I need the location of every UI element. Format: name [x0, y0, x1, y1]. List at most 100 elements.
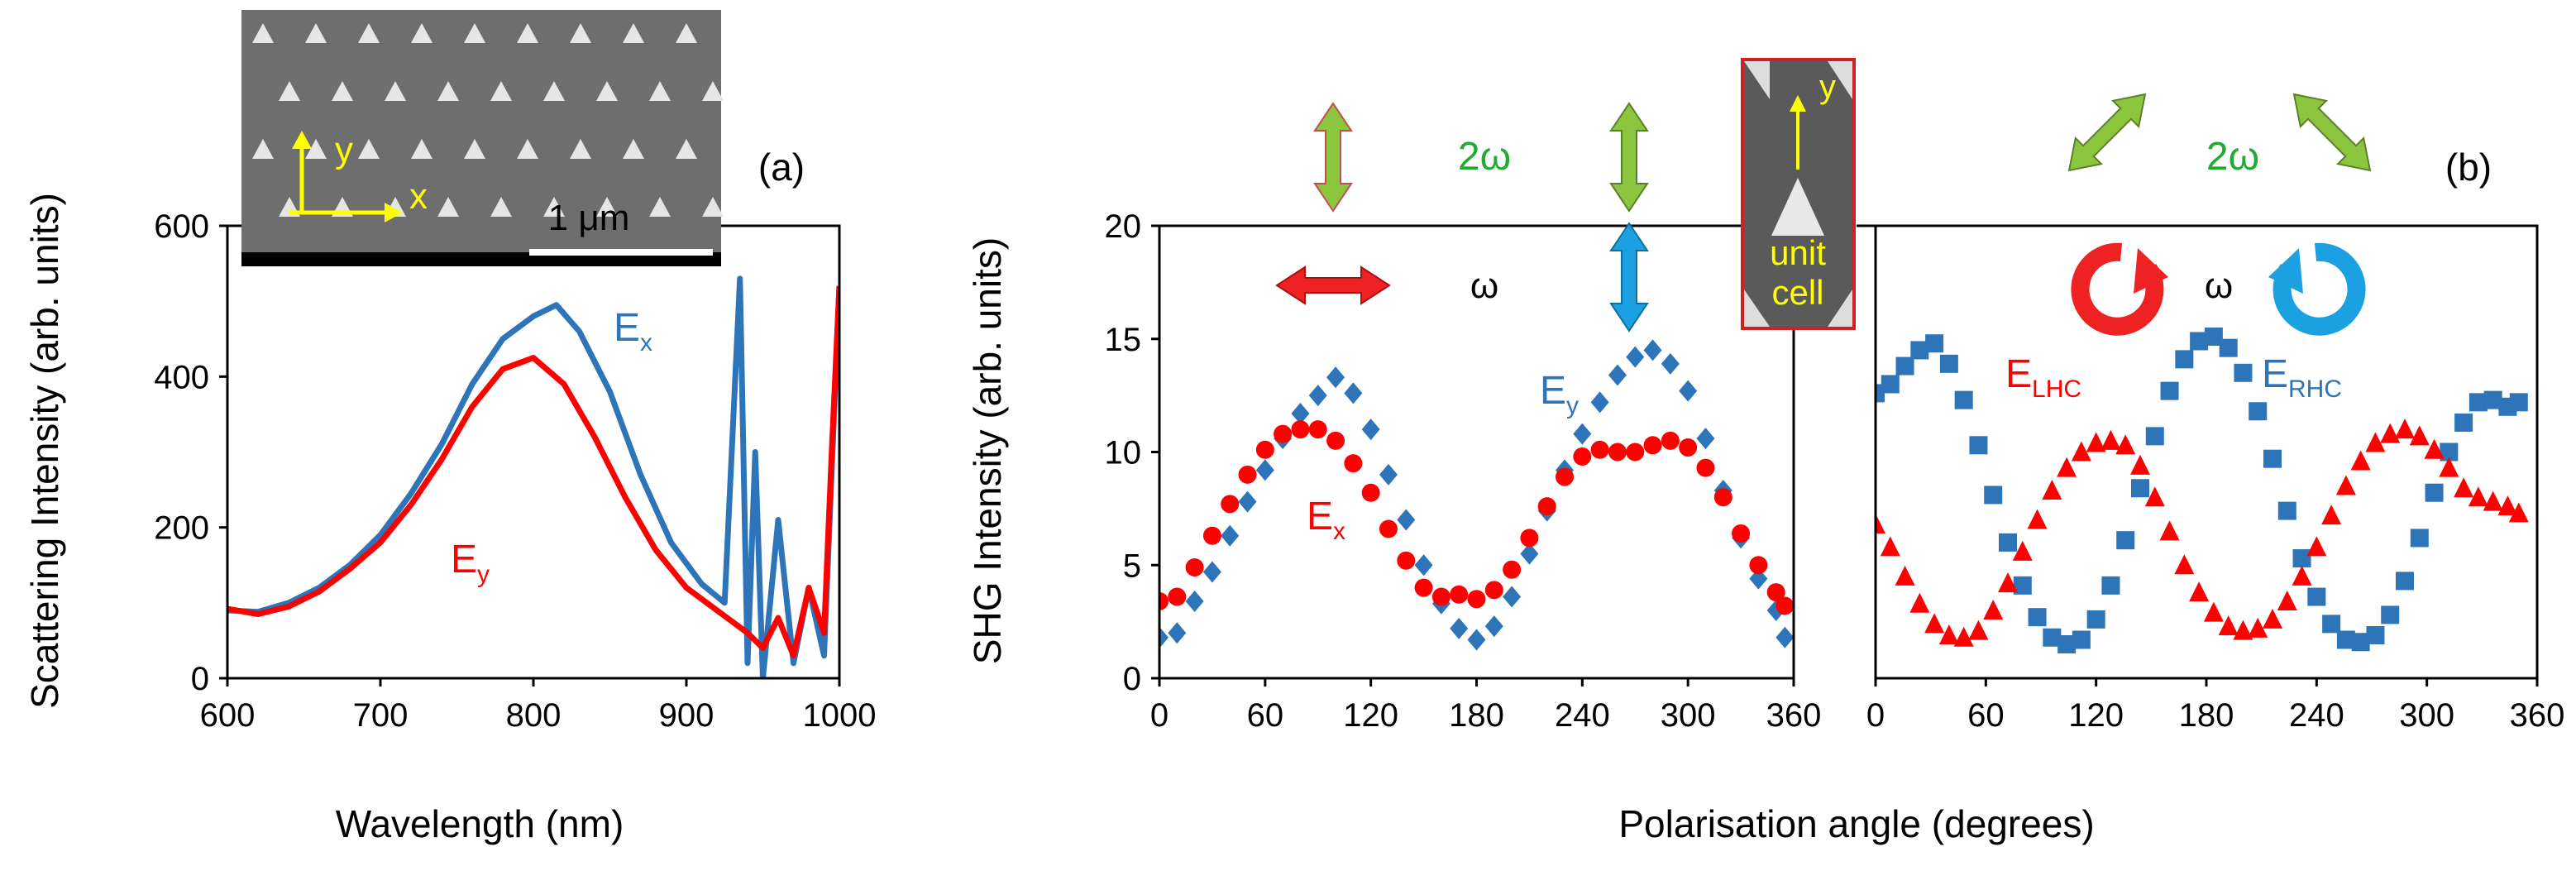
panel-a-xtick-label: 600	[200, 697, 256, 734]
panel-b-left-ytick-label: 5	[1123, 548, 1141, 584]
data-point-ex	[1361, 483, 1380, 502]
data-point-ex	[1590, 440, 1609, 459]
series-line-ey	[227, 285, 839, 659]
data-point-erhc	[2043, 628, 2062, 647]
data-point-erhc	[2336, 630, 2355, 649]
svg-text:Ey: Ey	[451, 538, 490, 588]
unit-cell-inset: y unit cell	[1741, 58, 1856, 330]
data-point-ey	[1467, 629, 1486, 651]
panel-b-ylabel: SHG Intensity (arb. units)	[966, 237, 1009, 664]
svg-text:ERHC: ERHC	[2262, 352, 2342, 403]
data-point-ex	[1573, 447, 1592, 466]
panel-a-ytick-label: 400	[154, 359, 209, 395]
inset-y-label: y	[335, 130, 353, 170]
data-point-ex	[1537, 497, 1556, 516]
data-point-elhc	[2454, 477, 2474, 498]
data-point-ey	[1450, 617, 1469, 639]
panel-b-right-xtick-label: 240	[2289, 697, 2344, 734]
data-point-elhc	[1876, 514, 1885, 534]
data-point-elhc	[1938, 624, 1959, 645]
data-point-erhc	[2277, 501, 2296, 520]
data-point-ey	[1168, 622, 1187, 644]
data-point-ex	[1749, 556, 1768, 575]
panel-b-left-xtick-label: 240	[1555, 697, 1610, 734]
sem-background	[241, 10, 721, 265]
data-point-erhc	[2307, 587, 2326, 606]
svg-text:Ey: Ey	[1540, 369, 1579, 419]
data-point-erhc	[2292, 549, 2311, 568]
legend-label-erhc: ERHC	[2262, 352, 2342, 403]
data-point-ey	[1291, 403, 1310, 425]
data-point-elhc	[2218, 615, 2239, 636]
data-point-ex	[1379, 519, 1398, 538]
panel-b-left-ytick-label: 10	[1105, 435, 1142, 471]
sem-nanotriangle	[596, 197, 618, 217]
data-point-elhc	[2508, 502, 2529, 523]
data-point-elhc	[2277, 591, 2297, 611]
panel-b-left-xtick-label: 180	[1449, 697, 1504, 734]
data-point-ey	[1238, 490, 1257, 513]
data-point-elhc	[2233, 620, 2253, 640]
diagonal-green-arrow-1	[2067, 93, 2147, 172]
sem-nanotriangle	[464, 139, 485, 159]
panel-b-label: (b)	[2445, 146, 2492, 189]
data-point-erhc	[2454, 413, 2473, 432]
data-point-ey	[1326, 366, 1345, 389]
data-point-ey	[1643, 339, 1662, 361]
data-point-elhc	[2424, 438, 2445, 459]
data-point-ex	[1326, 431, 1345, 450]
data-point-ey	[1749, 567, 1768, 590]
panel-a-label: (a)	[758, 146, 805, 189]
data-point-elhc	[1968, 620, 1989, 640]
data-point-ey	[1573, 423, 1592, 445]
data-point-ex	[1732, 524, 1751, 543]
data-point-ey	[1414, 554, 1433, 576]
data-point-ey	[1361, 419, 1380, 441]
panel-b-right: 0 60 120 180 240 300 360 ELHC ERHC (b) 2ω ω Po…	[1618, 93, 2565, 845]
legend-label-ex-b: Ex	[1307, 495, 1345, 545]
data-point-elhc	[1998, 572, 2018, 593]
panel-a-xtick-label: 700	[353, 697, 409, 734]
data-point-ex	[1344, 454, 1363, 473]
data-point-elhc	[1895, 565, 1915, 586]
sem-nanotriangle	[570, 23, 591, 43]
data-point-ex	[1202, 526, 1221, 545]
data-point-erhc	[2322, 615, 2341, 634]
data-point-erhc	[2425, 483, 2444, 502]
data-point-erhc	[2351, 633, 2370, 652]
data-point-ey	[1221, 524, 1240, 547]
sem-nanotriangle	[517, 139, 538, 159]
panel-b-right-xtick-label: 360	[2510, 697, 2565, 734]
data-point-erhc	[1876, 384, 1885, 403]
legend-label-ex-a: Ex	[614, 306, 652, 356]
data-point-ex	[1159, 592, 1169, 611]
two-omega-label-right: 2ω	[2206, 135, 2259, 179]
data-point-ey	[1397, 509, 1416, 531]
sem-inset: 1 μm y x	[241, 10, 724, 266]
data-point-elhc	[2130, 454, 2150, 475]
sem-nanotriangle	[305, 139, 327, 159]
data-point-ey	[1775, 626, 1794, 648]
unit-cell-text-2: cell	[1771, 273, 1823, 312]
data-point-erhc	[2509, 393, 2528, 412]
sem-nanotriangle	[305, 23, 327, 43]
panel-b-left-xtick-label: 120	[1343, 697, 1398, 734]
data-point-ey	[1185, 591, 1204, 613]
data-point-ex	[1185, 557, 1204, 576]
data-point-elhc	[2350, 450, 2371, 471]
sem-nanotriangle	[596, 81, 618, 101]
sem-nanotriangle	[490, 197, 512, 217]
data-point-elhc	[2057, 457, 2077, 477]
data-point-elhc	[2174, 554, 2195, 575]
data-point-elhc	[2380, 423, 2401, 443]
data-point-ey	[1202, 561, 1221, 583]
data-point-ey	[1520, 543, 1539, 565]
sem-nanotriangle	[411, 139, 433, 159]
data-point-ey	[1308, 385, 1327, 407]
panel-a-ytick-label: 200	[154, 510, 209, 547]
data-point-erhc	[1999, 533, 2017, 552]
sem-nanotriangle	[623, 23, 644, 43]
data-point-elhc	[2144, 486, 2165, 507]
data-point-ey	[1344, 382, 1363, 404]
svg-text:ELHC: ELHC	[2005, 352, 2081, 403]
